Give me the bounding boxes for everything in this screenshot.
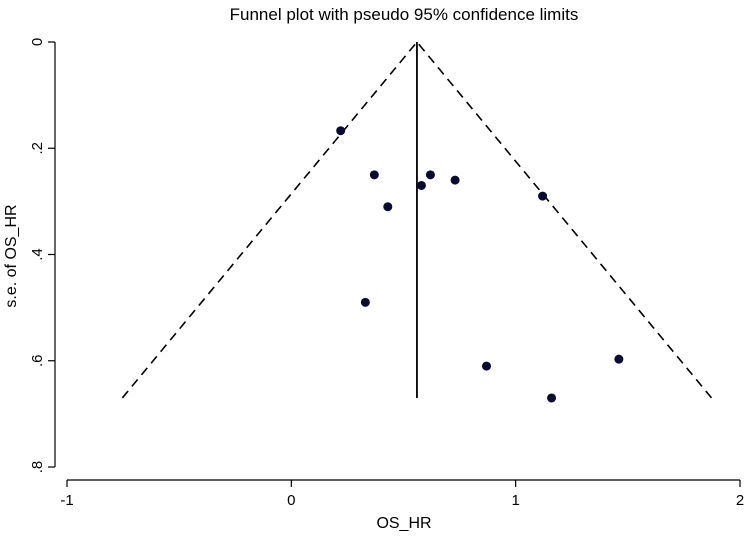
study-point [336, 126, 346, 136]
x-axis-label: OS_HR [376, 515, 431, 532]
study-point [425, 170, 435, 180]
study-point [383, 202, 393, 212]
study-point [482, 361, 492, 371]
y-tick-label: .4 [29, 248, 46, 261]
y-axis-ticks: 0 .2 .4 .6 .8 [29, 38, 55, 473]
x-tick-label: 2 [736, 492, 744, 509]
y-tick-label: .6 [29, 354, 46, 367]
y-tick-label: 0 [29, 38, 46, 46]
y-axis-label: s.e. of OS_HR [3, 204, 20, 307]
study-point [416, 180, 426, 190]
x-tick-label: 0 [287, 492, 295, 509]
x-axis-ticks: -1 0 1 2 [60, 480, 744, 509]
study-point [360, 297, 370, 307]
y-tick-label: .2 [29, 142, 46, 155]
study-point [547, 393, 557, 403]
x-tick-label: 1 [511, 492, 519, 509]
confidence-limit-lines [121, 40, 713, 399]
y-tick-label: .8 [29, 461, 46, 474]
study-point [538, 191, 548, 201]
study-point [450, 175, 460, 185]
study-point [369, 170, 379, 180]
x-tick-label: -1 [60, 492, 73, 509]
chart-title: Funnel plot with pseudo 95% confidence l… [230, 5, 579, 24]
study-points [336, 126, 624, 403]
study-point [614, 354, 624, 364]
